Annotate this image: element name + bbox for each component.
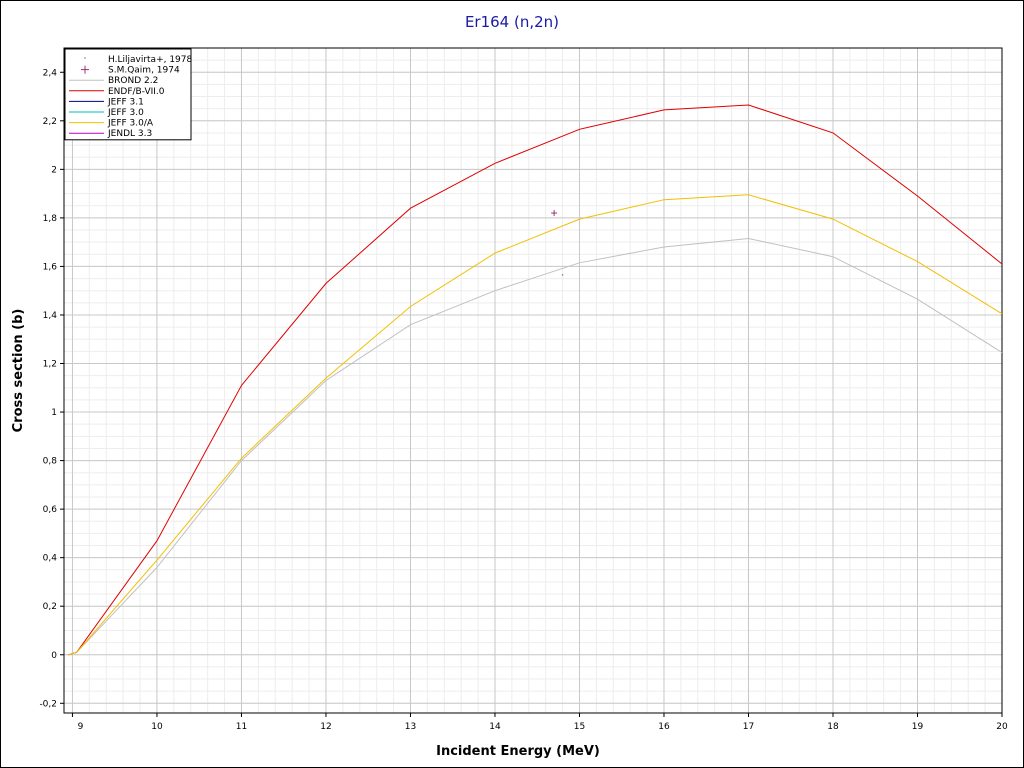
data-point-dot — [561, 274, 564, 276]
legend-item: JENDL 3.3 — [69, 129, 152, 139]
major-grid — [64, 48, 1003, 713]
series-line — [68, 237, 1003, 656]
y-tick-label: 1,8 — [43, 214, 58, 224]
legend-box — [64, 48, 192, 141]
x-tick-label: 9 — [78, 722, 84, 732]
y-tick-label: 1 — [51, 408, 57, 418]
y-tick-label: 0,6 — [43, 505, 58, 515]
legend-item: JEFF 3.0/A — [69, 119, 154, 129]
legend-label: BROND 2.2 — [108, 76, 158, 86]
legend-label: JENDL 3.3 — [107, 129, 152, 139]
y-tick-label: 2,4 — [43, 68, 58, 78]
legend-label: H.Liljavirta+, 1978 — [108, 55, 193, 65]
legend-label: ENDF/B-VII.0 — [108, 87, 165, 97]
legend-item: JEFF 3.0 — [69, 108, 144, 118]
y-tick-label: -0,2 — [39, 699, 57, 709]
legend-label: JEFF 3.0 — [107, 108, 144, 118]
x-tick-label: 14 — [489, 722, 501, 732]
y-tick-label: 1,6 — [43, 262, 58, 272]
legend-item: JEFF 3.1 — [69, 97, 144, 107]
y-tick-label: 0,4 — [43, 554, 58, 564]
legend-label: JEFF 3.1 — [107, 97, 144, 107]
y-tick-label: 0 — [51, 651, 57, 661]
chart-title: Er164 (n,2n) — [464, 13, 560, 31]
x-tick-label: 10 — [151, 722, 163, 732]
legend-item: S.M.Qaim, 1974 — [81, 65, 180, 76]
legend-label: S.M.Qaim, 1974 — [108, 66, 180, 76]
x-tick-label: 20 — [996, 722, 1008, 732]
x-tick-label: 16 — [658, 722, 670, 732]
x-axis-tick-labels: 9 10 11 12 13 14 15 16 17 18 19 20 — [78, 722, 1008, 732]
series-layer — [68, 104, 1003, 656]
legend-item: H.Liljavirta+, 1978 — [84, 55, 193, 65]
legend-label: JEFF 3.0/A — [107, 119, 154, 129]
series-line — [68, 104, 1003, 656]
y-axis-tick-labels: -0,2 0 0,2 0,4 0,6 0,8 1 1,2 1,4 1,6 1,8 2 2,2 2,4 — [39, 68, 57, 709]
y-tick-label: 1,4 — [43, 311, 58, 321]
x-tick-label: 15 — [574, 722, 585, 732]
x-tick-label: 11 — [236, 722, 247, 732]
y-tick-label: 0,2 — [43, 602, 57, 612]
x-tick-label: 18 — [827, 722, 839, 732]
x-tick-label: 13 — [405, 722, 416, 732]
x-tick-label: 12 — [320, 722, 331, 732]
y-tick-label: 1,2 — [43, 360, 57, 370]
legend-item: BROND 2.2 — [69, 76, 158, 86]
series-line — [68, 194, 1003, 656]
plot-area — [63, 47, 1003, 714]
axis-ticks — [60, 71, 1003, 717]
y-tick-label: 2,2 — [43, 117, 57, 127]
x-tick-label: 19 — [912, 722, 924, 732]
y-tick-label: 2 — [51, 165, 57, 175]
data-point-plus — [551, 210, 558, 217]
y-axis-title: Cross section (b) — [11, 309, 26, 433]
x-axis-title: Incident Energy (MeV) — [436, 744, 600, 759]
x-tick-label: 17 — [743, 722, 754, 732]
y-tick-label: 0,8 — [43, 457, 58, 467]
legend-item: ENDF/B-VII.0 — [69, 87, 165, 97]
legend-marker-dot — [84, 57, 86, 59]
